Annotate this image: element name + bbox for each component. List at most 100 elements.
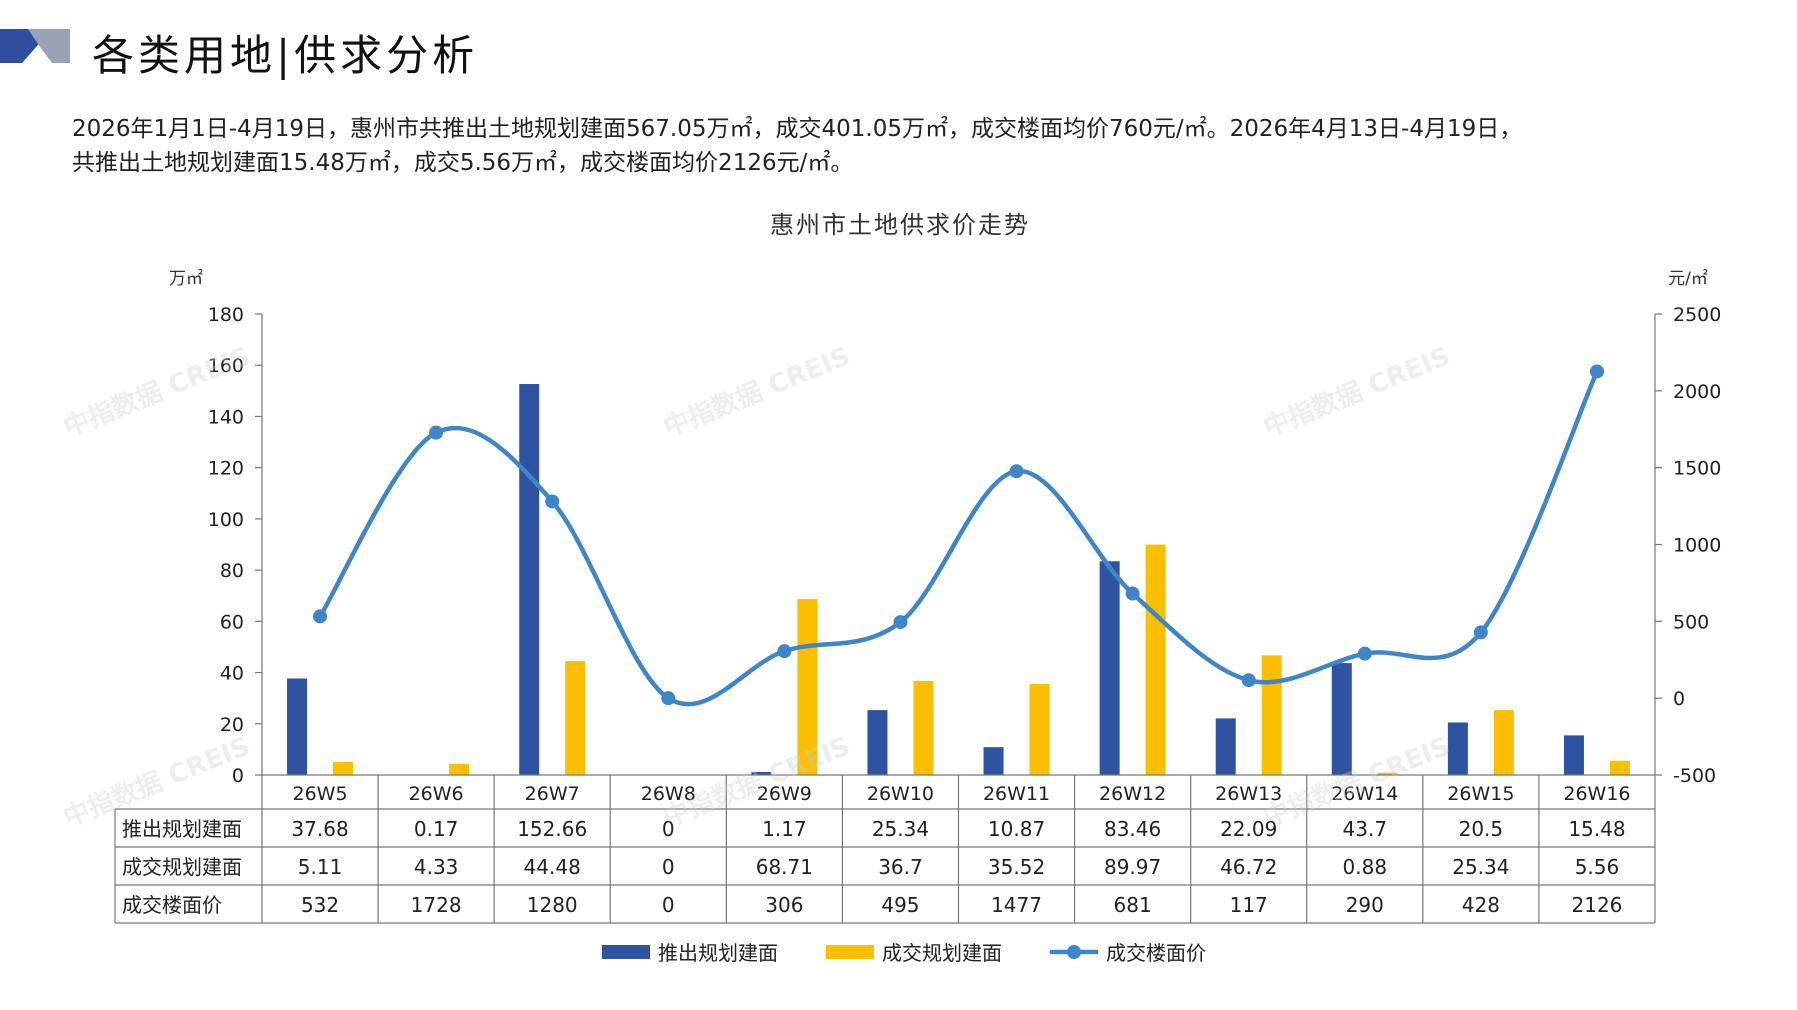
right-tick-label: 1500 (1673, 458, 1721, 480)
left-tick-label: 0 (232, 765, 244, 787)
table-cell-value: 0.17 (414, 817, 459, 841)
table-cell-value: 0.88 (1343, 855, 1388, 879)
bar-supply (983, 747, 1004, 775)
bar-deal (449, 763, 470, 775)
bar-deal (1145, 544, 1166, 775)
x-tick-label: 26W5 (293, 783, 348, 805)
summary-line-1: 2026年1月1日-4月19日，惠州市共推出土地规划建面567.05万㎡，成交4… (72, 116, 1523, 142)
bar-deal (797, 599, 818, 775)
table-cell-value: 0 (662, 893, 675, 917)
table-cell-value: 25.34 (1452, 855, 1509, 879)
x-tick-label: 26W7 (525, 783, 580, 805)
bar-supply (1447, 722, 1468, 775)
bar-supply (867, 710, 888, 775)
bar-supply (519, 384, 540, 775)
x-tick-label: 26W13 (1215, 783, 1282, 805)
left-tick-label: 120 (208, 458, 244, 480)
brand-logo (0, 29, 70, 63)
right-axis-unit: 元/㎡ (1668, 269, 1708, 289)
price-point (777, 644, 792, 659)
price-point (1473, 625, 1488, 640)
table-cell-value: 1280 (527, 893, 578, 917)
bar-supply (751, 772, 772, 775)
table-cell-value: 532 (301, 893, 339, 917)
left-tick-label: 80 (220, 560, 244, 582)
table-cell-value: 22.09 (1220, 817, 1277, 841)
bar-deal (1493, 710, 1514, 775)
price-point (1241, 673, 1256, 688)
table-cell-value: 10.87 (988, 817, 1045, 841)
table-cell-value: 290 (1346, 893, 1384, 917)
table-cell-value: 495 (881, 893, 919, 917)
table-row-label: 成交规划建面 (122, 855, 242, 879)
table-cell-value: 0 (662, 855, 675, 879)
table-cell-value: 5.56 (1575, 855, 1620, 879)
right-tick-label: -500 (1673, 765, 1716, 787)
legend-swatch-price-dot (1067, 945, 1081, 959)
x-tick-label: 26W16 (1563, 783, 1630, 805)
table-cell-value: 1728 (411, 893, 462, 917)
price-point (1009, 464, 1024, 479)
x-tick-label: 26W15 (1447, 783, 1514, 805)
table-cell-value: 1.17 (762, 817, 807, 841)
table-cell-value: 20.5 (1459, 817, 1504, 841)
price-point (1589, 364, 1604, 379)
x-tick-label: 26W6 (409, 783, 464, 805)
bar-deal (1377, 772, 1398, 775)
table-cell-value: 2126 (1572, 893, 1623, 917)
left-tick-label: 60 (220, 611, 244, 633)
page-title: 各类用地|供求分析 (92, 31, 479, 80)
table-cell-value: 4.33 (414, 855, 459, 879)
table-cell-value: 25.34 (872, 817, 929, 841)
right-tick-label: 2500 (1673, 304, 1721, 326)
table-row-label: 成交楼面价 (122, 893, 222, 917)
bar-supply (1331, 663, 1352, 775)
table-cell-value: 306 (765, 893, 803, 917)
x-tick-label: 26W12 (1099, 783, 1166, 805)
table-cell-value: 37.68 (291, 817, 348, 841)
left-tick-label: 100 (208, 509, 244, 531)
bar-supply (1563, 735, 1584, 775)
x-tick-label: 26W14 (1331, 783, 1398, 805)
bar-deal (1609, 760, 1630, 775)
table-cell-value: 0 (662, 817, 675, 841)
x-tick-label: 26W8 (641, 783, 696, 805)
right-tick-label: 2000 (1673, 381, 1721, 403)
table-cell-value: 428 (1462, 893, 1500, 917)
legend-swatch-deal (826, 945, 874, 959)
watermark-text: 中指数据 CREIS (1259, 342, 1454, 444)
price-point (1357, 646, 1372, 661)
right-tick-label: 500 (1673, 611, 1709, 633)
left-tick-label: 140 (208, 406, 244, 428)
bar-deal (333, 761, 354, 775)
summary-line-2: 共推出土地规划建面15.48万㎡，成交5.56万㎡，成交楼面均价2126元/㎡。 (72, 150, 854, 176)
price-point (893, 615, 908, 630)
legend-label-deal: 成交规划建面 (882, 941, 1002, 965)
table-row-label: 推出规划建面 (122, 817, 242, 841)
table-cell-value: 68.71 (756, 855, 813, 879)
chart-title: 惠州市土地供求价走势 (770, 211, 1030, 239)
table-cell-value: 83.46 (1104, 817, 1161, 841)
table-cell-value: 681 (1114, 893, 1152, 917)
price-point (661, 691, 676, 706)
table-cell-value: 152.66 (517, 817, 587, 841)
table-cell-value: 44.48 (524, 855, 581, 879)
right-tick-label: 1000 (1673, 535, 1721, 557)
table-cell-value: 1477 (991, 893, 1042, 917)
x-tick-label: 26W11 (983, 783, 1050, 805)
price-point (1125, 586, 1140, 601)
price-point (313, 609, 328, 624)
table-cell-value: 89.97 (1104, 855, 1161, 879)
logo-light-shape (28, 29, 70, 63)
price-point (429, 425, 444, 440)
left-tick-label: 20 (220, 714, 244, 736)
summary-text: 2026年1月1日-4月19日，惠州市共推出土地规划建面567.05万㎡，成交4… (72, 112, 1742, 180)
table-cell-value: 5.11 (298, 855, 343, 879)
bar-deal (1261, 655, 1282, 775)
right-tick-label: 0 (1673, 688, 1685, 710)
table-cell-value: 35.52 (988, 855, 1045, 879)
table-cell-value: 117 (1230, 893, 1268, 917)
table-cell-value: 36.7 (878, 855, 923, 879)
bar-supply (287, 678, 308, 775)
